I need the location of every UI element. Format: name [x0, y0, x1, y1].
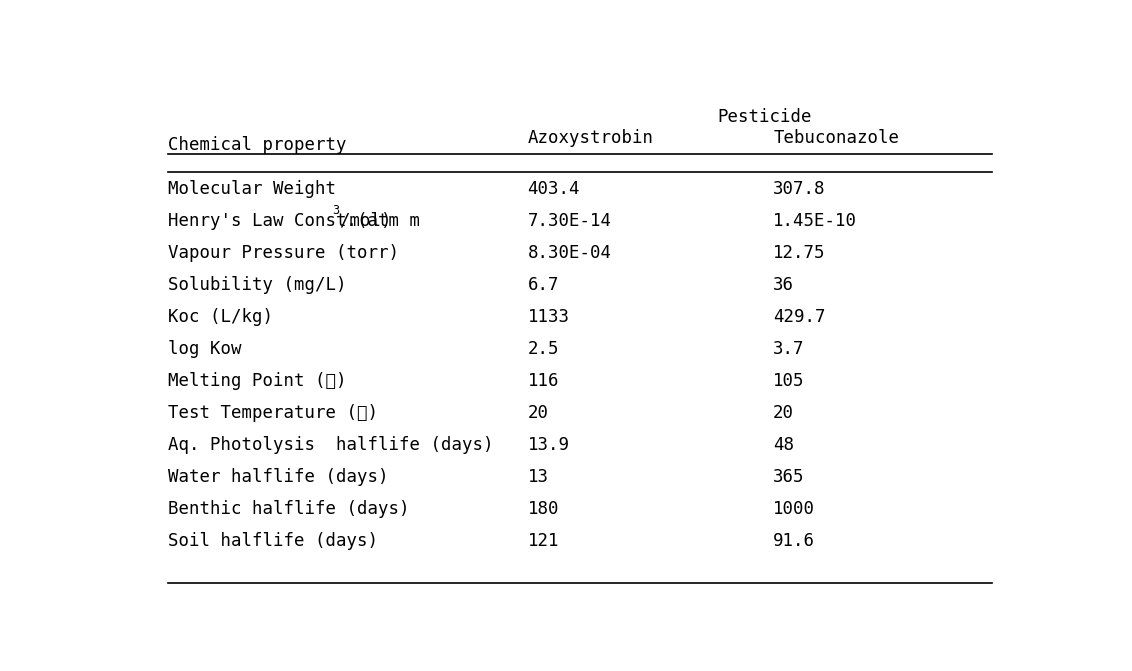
Text: 429.7: 429.7 — [773, 308, 825, 326]
Text: 91.6: 91.6 — [773, 532, 815, 550]
Text: 403.4: 403.4 — [528, 180, 580, 198]
Text: 1.45E-10: 1.45E-10 — [773, 212, 857, 230]
Text: 307.8: 307.8 — [773, 180, 825, 198]
Text: 365: 365 — [773, 468, 805, 486]
Text: 13.9: 13.9 — [528, 436, 569, 454]
Text: Azoxystrobin: Azoxystrobin — [528, 130, 653, 148]
Text: Soil halflife (days): Soil halflife (days) — [168, 532, 378, 550]
Text: Solubility (mg/L): Solubility (mg/L) — [168, 276, 346, 294]
Text: 12.75: 12.75 — [773, 244, 825, 262]
Text: 20: 20 — [528, 404, 549, 422]
Text: Aq. Photolysis  halflife (days): Aq. Photolysis halflife (days) — [168, 436, 494, 454]
Text: 13: 13 — [528, 468, 549, 486]
Text: Henry's Law Const.(atm m: Henry's Law Const.(atm m — [168, 212, 420, 230]
Text: Test Temperature (℃): Test Temperature (℃) — [168, 404, 378, 422]
Text: Pesticide: Pesticide — [718, 107, 812, 125]
Text: Melting Point (℃): Melting Point (℃) — [168, 372, 346, 391]
Text: 180: 180 — [528, 501, 559, 519]
Text: 36: 36 — [773, 276, 795, 294]
Text: Water halflife (days): Water halflife (days) — [168, 468, 388, 486]
Text: /mol): /mol) — [340, 212, 392, 230]
Text: 6.7: 6.7 — [528, 276, 559, 294]
Text: Vapour Pressure (torr): Vapour Pressure (torr) — [168, 244, 398, 262]
Text: 48: 48 — [773, 436, 795, 454]
Text: Chemical property: Chemical property — [168, 136, 346, 154]
Text: 7.30E-14: 7.30E-14 — [528, 212, 611, 230]
Text: Tebuconazole: Tebuconazole — [773, 130, 899, 148]
Text: Koc (L/kg): Koc (L/kg) — [168, 308, 273, 326]
Text: 116: 116 — [528, 372, 559, 391]
Text: 8.30E-04: 8.30E-04 — [528, 244, 611, 262]
Text: 3.7: 3.7 — [773, 340, 805, 358]
Text: Benthic halflife (days): Benthic halflife (days) — [168, 501, 410, 519]
Text: 121: 121 — [528, 532, 559, 550]
Text: 2.5: 2.5 — [528, 340, 559, 358]
Text: log Kow: log Kow — [168, 340, 241, 358]
Text: 1133: 1133 — [528, 308, 569, 326]
Text: 105: 105 — [773, 372, 805, 391]
Text: 1000: 1000 — [773, 501, 815, 519]
Text: 3: 3 — [332, 204, 340, 217]
Text: Molecular Weight: Molecular Weight — [168, 180, 336, 198]
Text: 20: 20 — [773, 404, 795, 422]
